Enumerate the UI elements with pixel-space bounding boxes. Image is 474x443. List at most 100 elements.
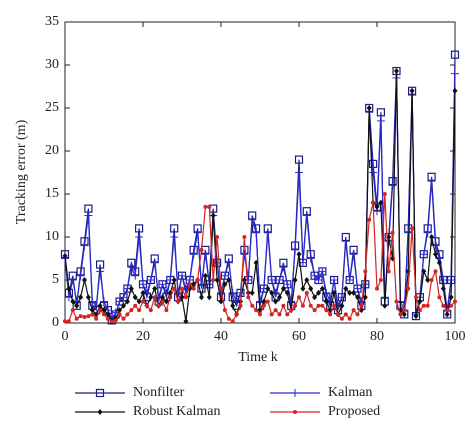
data-point: [94, 316, 99, 321]
data-point: [390, 230, 395, 235]
data-point: [349, 250, 358, 259]
data-point: [206, 294, 212, 301]
x-tick-label: 0: [62, 329, 69, 344]
data-point: [394, 68, 399, 75]
data-point: [300, 285, 306, 292]
legend-label: Robust Kalman: [133, 404, 221, 419]
y-tick-label: 30: [45, 57, 59, 72]
data-point: [375, 286, 379, 291]
data-point: [310, 271, 319, 280]
x-tick-label: 40: [214, 329, 228, 344]
data-point: [241, 277, 247, 283]
data-point: [316, 303, 321, 308]
y-tick-label: 25: [45, 100, 59, 115]
data-point: [289, 308, 294, 313]
data-point: [363, 269, 368, 274]
data-point: [406, 286, 411, 291]
data-point: [451, 69, 459, 78]
data-point: [355, 294, 360, 301]
legend-marker: [97, 409, 103, 415]
data-point: [339, 316, 344, 321]
x-tick-label: 80: [370, 329, 384, 344]
data-point: [160, 294, 165, 301]
data-point: [248, 215, 257, 224]
data-point: [319, 285, 325, 292]
data-point: [183, 295, 188, 300]
data-point: [343, 285, 349, 292]
data-point: [82, 277, 87, 283]
legend-marker: [291, 389, 299, 397]
data-point: [68, 276, 77, 284]
data-point: [388, 181, 397, 190]
data-point: [300, 303, 305, 308]
y-tick-label: 10: [45, 229, 59, 244]
data-point: [63, 319, 67, 324]
data-point: [267, 276, 276, 284]
data-point: [283, 280, 292, 289]
data-point: [261, 298, 267, 305]
data-point: [359, 303, 364, 308]
data-point: [427, 177, 436, 186]
data-point: [308, 285, 314, 292]
data-point: [374, 203, 380, 210]
data-point: [378, 199, 384, 206]
data-point: [273, 308, 278, 313]
data-point: [74, 316, 79, 321]
data-point: [263, 228, 272, 237]
data-point: [152, 295, 157, 300]
data-point: [226, 277, 232, 283]
data-point: [409, 87, 415, 94]
data-point: [269, 289, 275, 296]
data-point: [226, 316, 231, 321]
data-point: [304, 277, 310, 283]
y-tick-label: 15: [45, 186, 59, 201]
legend-marker: [293, 410, 297, 414]
data-point: [297, 295, 301, 300]
data-point: [168, 295, 173, 300]
data-point: [78, 314, 83, 319]
data-point: [439, 276, 448, 284]
x-axis-label: Time k: [238, 350, 278, 365]
data-point: [62, 252, 68, 259]
data-point: [330, 276, 339, 284]
data-point: [164, 308, 169, 313]
data-point: [242, 235, 247, 239]
data-point: [76, 271, 85, 280]
data-point: [129, 308, 134, 313]
data-point: [425, 303, 430, 308]
data-point: [102, 312, 106, 317]
data-point: [140, 289, 146, 296]
data-point: [193, 228, 202, 237]
data-point: [378, 278, 383, 282]
y-tick-label: 5: [52, 272, 59, 287]
data-point: [252, 228, 261, 237]
data-point: [371, 200, 376, 205]
data-point: [404, 228, 413, 237]
data-point: [414, 295, 418, 300]
data-point: [135, 224, 144, 233]
data-point: [158, 280, 167, 289]
data-point: [437, 295, 442, 300]
data-point: [353, 284, 362, 293]
data-point: [324, 308, 329, 313]
data-point: [230, 302, 236, 309]
data-point: [328, 312, 333, 317]
data-point: [306, 254, 315, 263]
data-point: [410, 226, 415, 231]
data-point: [249, 289, 255, 296]
data-point: [163, 298, 169, 305]
data-point: [211, 278, 216, 282]
data-point: [265, 285, 271, 292]
data-point: [115, 297, 124, 306]
data-point: [156, 303, 161, 308]
data-point: [386, 269, 391, 274]
data-point: [314, 276, 323, 284]
data-point: [187, 282, 192, 287]
data-point: [296, 251, 302, 258]
y-tick-label: 35: [45, 14, 59, 29]
data-point: [394, 299, 399, 304]
data-point: [234, 312, 239, 317]
data-point: [440, 285, 446, 292]
data-point: [413, 313, 419, 320]
data-point: [293, 303, 298, 308]
